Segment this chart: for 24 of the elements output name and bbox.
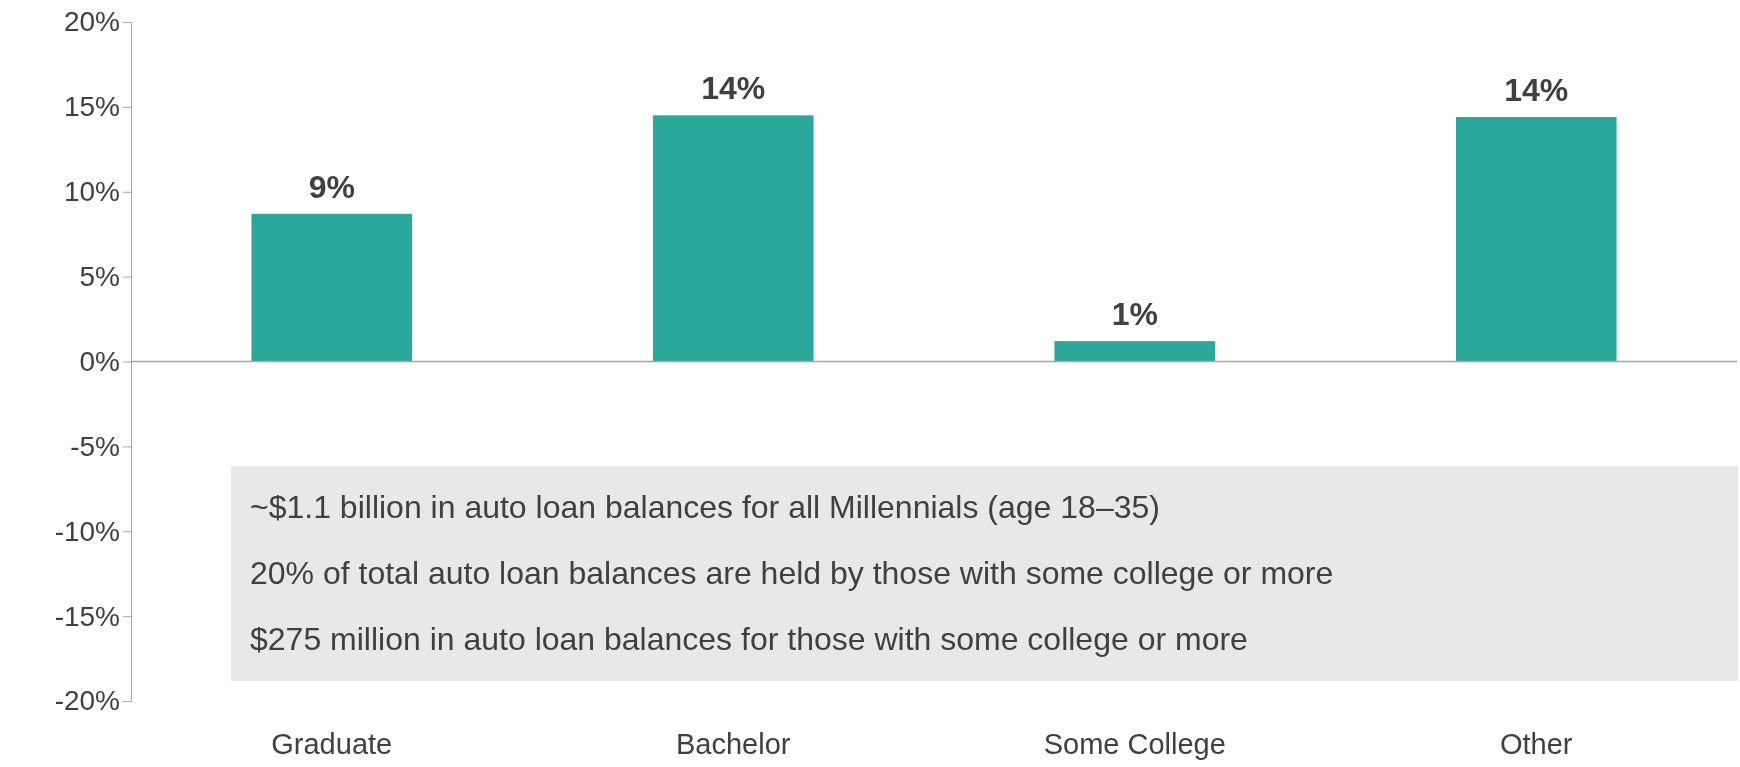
annotation: $275 million in auto loan balances for those with some college or more xyxy=(250,621,1248,657)
y-tick-label: 0% xyxy=(79,345,120,377)
annotation: 20% of total auto loan balances are held by those with some college or more xyxy=(250,555,1334,591)
x-tick-label: Graduate xyxy=(271,728,393,760)
y-tick-label: 15% xyxy=(63,91,120,123)
data-label: 9% xyxy=(308,168,355,205)
bar xyxy=(1455,117,1617,362)
y-tick-label: 5% xyxy=(79,261,120,293)
x-tick-label: Other xyxy=(1499,728,1573,760)
y-tick-label: -15% xyxy=(54,600,120,632)
y-tick-label: -10% xyxy=(54,515,120,547)
y-tick-label: -5% xyxy=(70,430,120,462)
x-tick-label: Bachelor xyxy=(676,728,791,760)
bar xyxy=(251,213,413,362)
y-tick-label: -20% xyxy=(54,685,120,717)
data-label: 14% xyxy=(701,70,766,107)
bar xyxy=(1054,341,1216,362)
data-label: 1% xyxy=(1111,296,1158,333)
annotation: ~$1.1 billion in auto loan balances for all Millennials (age 18–35) xyxy=(250,489,1160,525)
y-tick-label: 20% xyxy=(63,6,120,38)
y-tick-label: 10% xyxy=(63,176,120,208)
bar xyxy=(652,115,814,362)
x-tick-label: Some College xyxy=(1043,728,1226,760)
data-label: 14% xyxy=(1504,72,1569,109)
